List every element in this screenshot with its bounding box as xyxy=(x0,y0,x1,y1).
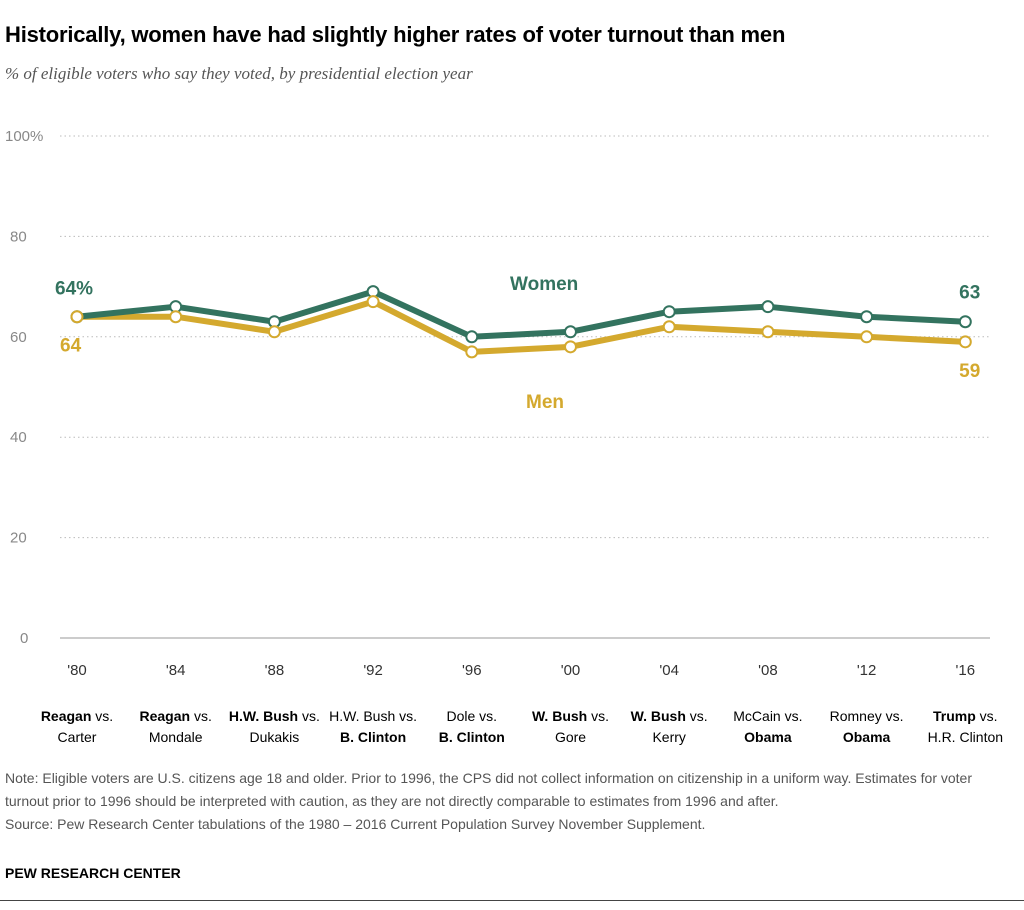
matchup-label: H.W. Bush vs. B. Clinton xyxy=(318,706,428,748)
data-point-men xyxy=(70,310,84,324)
y-tick-label: 0 xyxy=(20,630,28,647)
candidate-text: McCain vs. xyxy=(733,708,803,724)
data-point-women xyxy=(860,310,874,324)
candidate-text: vs. xyxy=(298,708,320,724)
winner-name: B. Clinton xyxy=(438,729,505,745)
women-first-label: 64% xyxy=(55,279,93,300)
y-tick-label: 80 xyxy=(10,228,27,245)
chart-note: Note: Eligible voters are U.S. citizens … xyxy=(5,767,1015,836)
candidate-text: Dukakis xyxy=(249,729,300,745)
x-tick-label: '04 xyxy=(659,662,679,679)
x-tick-label: '84 xyxy=(166,662,186,679)
winner-name: B. Clinton xyxy=(340,729,407,745)
matchup-label: W. Bush vs. Gore xyxy=(516,706,626,748)
data-point-women xyxy=(465,330,479,344)
x-tick-label: '92 xyxy=(363,662,383,679)
x-tick-label: '80 xyxy=(67,662,87,679)
candidate-text: Carter xyxy=(57,729,97,745)
winner-name: Trump xyxy=(933,708,976,724)
men-first-label: 64 xyxy=(60,336,82,357)
matchup-label: W. Bush vs. Kerry xyxy=(614,706,724,748)
winner-name: Reagan xyxy=(40,708,92,724)
y-tick-label: 100% xyxy=(5,128,43,145)
legend-women: Women xyxy=(510,274,578,295)
series-line-women xyxy=(76,288,966,340)
y-tick-label: 60 xyxy=(10,329,27,346)
data-point-men xyxy=(958,335,972,349)
x-tick-label: '96 xyxy=(462,662,482,679)
candidate-text: H.W. Bush vs. xyxy=(329,708,418,724)
data-point-women xyxy=(662,305,676,319)
matchup-label: Trump vs. H.R. Clinton xyxy=(910,706,1020,748)
winner-name: Reagan xyxy=(139,708,191,724)
data-point-women xyxy=(958,315,972,329)
data-point-men xyxy=(860,330,874,344)
x-tick-label: '00 xyxy=(561,662,581,679)
winner-name: W. Bush xyxy=(630,708,686,724)
winner-name: Obama xyxy=(842,729,891,745)
chart-subtitle: % of eligible voters who say they voted,… xyxy=(5,64,473,83)
data-point-men xyxy=(662,320,676,334)
x-tick-label: '12 xyxy=(857,662,877,679)
data-point-men xyxy=(169,310,183,324)
line-chart: 0 20 40 60 80 100% '80 '84 '88 '92 '96 '00 '04 '08 '12… xyxy=(5,128,990,679)
candidate-text: vs. xyxy=(91,708,114,724)
brand-logo-text: PEW RESEARCH CENTER xyxy=(5,865,181,881)
matchup-label: McCain vs. Obama xyxy=(713,706,823,748)
data-point-women xyxy=(761,300,775,314)
series-line-men xyxy=(77,298,966,355)
data-point-men xyxy=(366,295,380,309)
candidate-text: vs. xyxy=(190,708,212,724)
matchup-label: Dole vs. B. Clinton xyxy=(417,706,527,748)
candidate-text: vs. xyxy=(587,708,609,724)
candidate-text: Dole vs. xyxy=(446,708,498,724)
candidate-text: Romney vs. xyxy=(829,708,904,724)
candidate-text: Gore xyxy=(554,729,587,745)
candidate-text: H.R. Clinton xyxy=(927,729,1004,745)
candidate-text: vs. xyxy=(685,708,708,724)
x-tick-label: '88 xyxy=(265,662,285,679)
matchup-label: Romney vs. Obama xyxy=(812,706,922,748)
bottom-rule xyxy=(0,900,1024,901)
matchup-label: H.W. Bush vs. Dukakis xyxy=(219,706,329,748)
men-last-label: 59 xyxy=(959,361,980,382)
chart-title: Historically, women have had slightly hi… xyxy=(5,22,786,47)
y-tick-label: 20 xyxy=(10,530,27,547)
source-text: Source: Pew Research Center tabulations … xyxy=(5,816,706,832)
winner-name: W. Bush xyxy=(531,708,588,724)
candidate-text: vs. xyxy=(975,708,998,724)
data-point-men xyxy=(465,345,479,359)
matchup-label: Reagan vs. Mondale xyxy=(121,706,231,748)
data-point-men xyxy=(564,340,577,354)
data-point-men xyxy=(267,325,281,339)
data-point-women xyxy=(564,325,577,339)
winner-name: Obama xyxy=(744,729,792,745)
x-tick-label: '16 xyxy=(956,662,976,679)
winner-name: H.W. Bush xyxy=(228,708,299,724)
x-tick-label: '08 xyxy=(758,662,778,679)
y-tick-label: 40 xyxy=(10,429,27,446)
candidate-text: Kerry xyxy=(652,729,686,745)
legend-men: Men xyxy=(526,392,564,413)
matchup-label: Reagan vs. Carter xyxy=(22,706,132,748)
note-text: Note: Eligible voters are U.S. citizens … xyxy=(5,770,972,809)
data-point-men xyxy=(761,325,775,339)
candidate-text: Mondale xyxy=(148,729,203,745)
women-last-label: 63 xyxy=(959,283,980,304)
